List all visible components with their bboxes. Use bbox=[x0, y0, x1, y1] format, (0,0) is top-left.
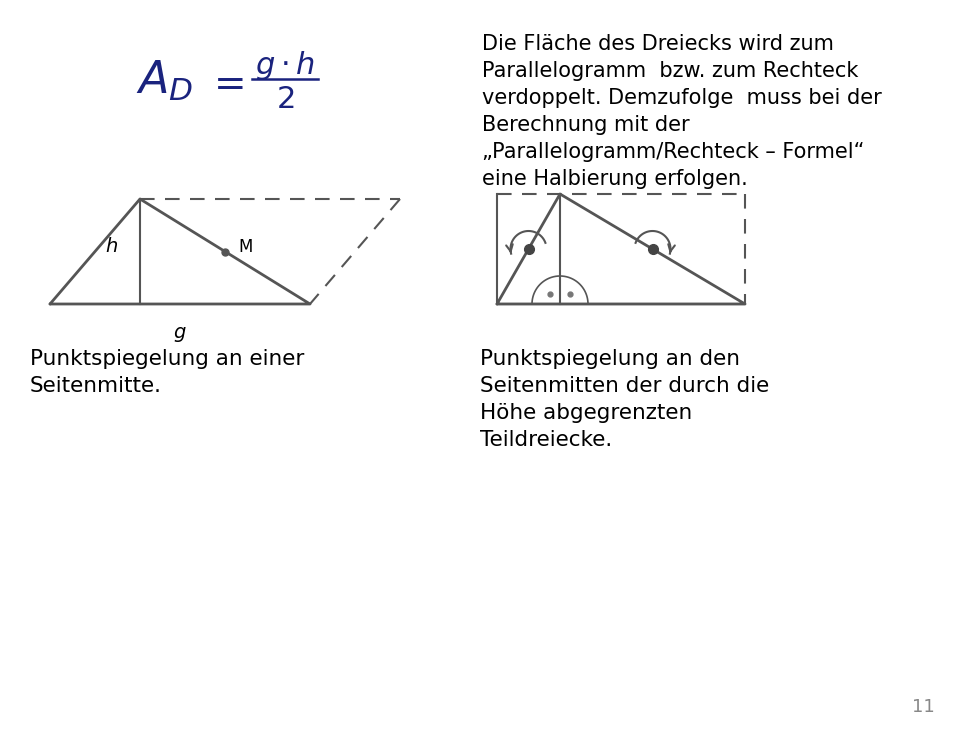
Text: Berechnung mit der: Berechnung mit der bbox=[482, 115, 689, 135]
Text: Parallelogramm  bzw. zum Rechteck: Parallelogramm bzw. zum Rechteck bbox=[482, 61, 858, 81]
Text: h: h bbox=[106, 237, 118, 256]
Text: M: M bbox=[238, 238, 252, 255]
Text: $=$: $=$ bbox=[206, 64, 244, 102]
Text: $2$: $2$ bbox=[276, 85, 294, 115]
Text: verdoppelt. Demzufolge  muss bei der: verdoppelt. Demzufolge muss bei der bbox=[482, 88, 881, 108]
Text: $A_D$: $A_D$ bbox=[136, 59, 194, 103]
Text: Seitenmitten der durch die: Seitenmitten der durch die bbox=[480, 376, 769, 396]
Text: $g \cdot h$: $g \cdot h$ bbox=[255, 49, 315, 82]
Text: Punktspiegelung an einer: Punktspiegelung an einer bbox=[30, 349, 304, 369]
Text: Seitenmitte.: Seitenmitte. bbox=[30, 376, 162, 396]
Text: Punktspiegelung an den: Punktspiegelung an den bbox=[480, 349, 740, 369]
Text: Die Fläche des Dreiecks wird zum: Die Fläche des Dreiecks wird zum bbox=[482, 34, 834, 54]
Text: Höhe abgegrenzten: Höhe abgegrenzten bbox=[480, 403, 692, 423]
Text: Teildreiecke.: Teildreiecke. bbox=[480, 430, 612, 450]
Text: „Parallelogramm/Rechteck – Formel“: „Parallelogramm/Rechteck – Formel“ bbox=[482, 142, 865, 162]
Text: g: g bbox=[174, 322, 186, 341]
Text: 11: 11 bbox=[912, 698, 935, 716]
Text: eine Halbierung erfolgen.: eine Halbierung erfolgen. bbox=[482, 169, 748, 189]
